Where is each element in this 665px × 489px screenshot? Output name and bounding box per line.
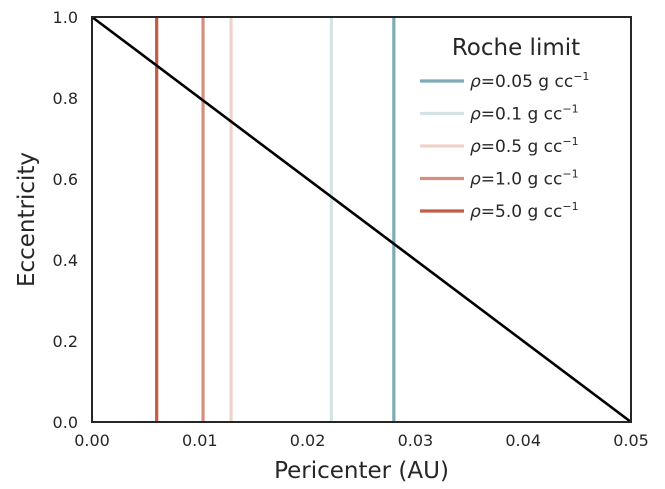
legend-value: =1.0 g cc bbox=[481, 170, 563, 190]
legend-superscript: −1 bbox=[562, 168, 578, 181]
legend-item-5: ρ=5.0 g cc−1 bbox=[420, 200, 579, 222]
legend-item-4: ρ=1.0 g cc−1 bbox=[420, 168, 579, 190]
legend-value: =5.0 g cc bbox=[481, 202, 563, 222]
legend: Roche limit ρ=0.05 g cc−1ρ=0.1 g cc−1ρ=0… bbox=[420, 35, 589, 222]
plot-frame bbox=[91, 16, 632, 423]
legend-item-3: ρ=0.5 g cc−1 bbox=[420, 135, 579, 157]
x-tick-label: 0.01 bbox=[182, 431, 218, 450]
legend-value: =0.5 g cc bbox=[481, 137, 563, 157]
legend-label: ρ=0.1 g cc−1 bbox=[470, 103, 579, 125]
legend-superscript: −1 bbox=[562, 200, 578, 213]
x-axis-ticks: 0.00 0.01 0.02 0.03 0.04 0.05 bbox=[74, 431, 649, 450]
x-tick-label: 0.02 bbox=[290, 431, 326, 450]
legend-item-2: ρ=0.1 g cc−1 bbox=[420, 103, 579, 125]
legend-item-1: ρ=0.05 g cc−1 bbox=[420, 70, 589, 92]
legend-superscript: −1 bbox=[573, 70, 589, 83]
y-axis-label: Eccentricity bbox=[14, 152, 40, 287]
x-tick-label: 0.03 bbox=[398, 431, 434, 450]
y-tick-label: 0.0 bbox=[53, 413, 78, 432]
y-tick-label: 0.4 bbox=[53, 251, 78, 270]
y-tick-label: 1.0 bbox=[53, 8, 78, 27]
legend-rho-symbol: ρ bbox=[470, 105, 481, 125]
x-tick-label: 0.05 bbox=[613, 431, 649, 450]
plot-lines bbox=[91, 15, 632, 424]
y-tick-label: 0.8 bbox=[53, 89, 78, 108]
legend-value: =0.05 g cc bbox=[481, 72, 573, 92]
legend-title: Roche limit bbox=[452, 35, 580, 61]
legend-rho-symbol: ρ bbox=[470, 137, 481, 157]
legend-rho-symbol: ρ bbox=[470, 170, 481, 190]
legend-rho-symbol: ρ bbox=[470, 72, 481, 92]
x-axis-label: Pericenter (AU) bbox=[274, 458, 449, 484]
legend-label: ρ=5.0 g cc−1 bbox=[470, 200, 579, 222]
legend-label: ρ=0.05 g cc−1 bbox=[470, 70, 589, 92]
legend-label: ρ=0.5 g cc−1 bbox=[470, 135, 579, 157]
legend-superscript: −1 bbox=[562, 135, 578, 148]
legend-label: ρ=1.0 g cc−1 bbox=[470, 168, 579, 190]
legend-rho-symbol: ρ bbox=[470, 202, 481, 222]
legend-superscript: −1 bbox=[562, 103, 578, 116]
eccentricity-line bbox=[91, 15, 632, 424]
x-tick-label: 0.04 bbox=[505, 431, 541, 450]
y-tick-label: 0.6 bbox=[53, 170, 78, 189]
legend-items: ρ=0.05 g cc−1ρ=0.1 g cc−1ρ=0.5 g cc−1ρ=1… bbox=[420, 70, 589, 222]
y-axis-ticks: 0.0 0.2 0.4 0.6 0.8 1.0 bbox=[53, 8, 78, 432]
y-tick-label: 0.2 bbox=[53, 332, 78, 351]
legend-value: =0.1 g cc bbox=[481, 105, 563, 125]
x-tick-label: 0.00 bbox=[74, 431, 110, 450]
